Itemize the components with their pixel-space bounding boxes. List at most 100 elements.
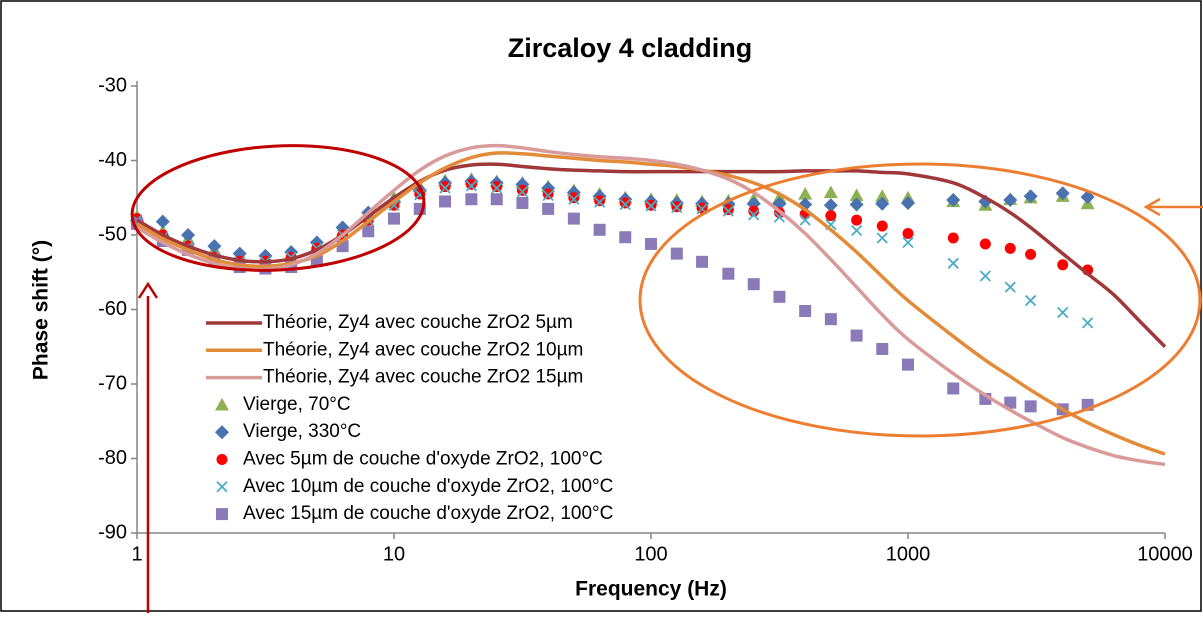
y-tick-label: -50 — [98, 223, 127, 245]
marker — [490, 193, 503, 206]
marker — [1057, 259, 1069, 271]
marker — [439, 195, 452, 208]
marker — [542, 202, 555, 215]
marker — [773, 290, 786, 303]
y-tick-label: -30 — [98, 74, 127, 96]
x-tick-label: 10 — [383, 543, 405, 565]
marker — [849, 188, 864, 202]
marker — [619, 231, 632, 244]
marker — [491, 182, 503, 194]
marker — [850, 224, 863, 237]
marker — [362, 225, 375, 238]
legend-label: Théorie, Zy4 avec couche ZrO2 10µm — [263, 339, 583, 360]
legend-label: Vierge, 70°C — [243, 394, 351, 415]
y-axis-label: Phase shift (°) — [30, 240, 53, 380]
marker — [567, 212, 580, 225]
y-tick-label: -60 — [98, 298, 127, 320]
highlight-ellipse — [130, 144, 426, 272]
marker — [902, 358, 914, 371]
marker — [568, 193, 580, 205]
theory-line — [136, 143, 1166, 467]
marker — [875, 189, 890, 202]
arrowhead — [1143, 197, 1161, 217]
marker — [824, 313, 837, 326]
marker — [1025, 248, 1037, 260]
marker — [568, 192, 580, 204]
marker — [1004, 281, 1016, 293]
marker — [1004, 396, 1017, 409]
marker — [516, 184, 528, 196]
marker — [671, 201, 683, 214]
marker — [155, 214, 170, 229]
marker — [1057, 306, 1069, 319]
legend: Théorie, Zy4 avec couche ZrO2 5µm Théorie… — [206, 312, 613, 524]
marker — [947, 382, 960, 395]
marker — [823, 185, 838, 199]
theory-line — [136, 162, 1167, 348]
y-tick-label: -80 — [98, 447, 127, 469]
highlight-ellipse — [638, 162, 1202, 438]
marker — [1023, 189, 1038, 204]
marker — [439, 182, 451, 194]
legend-label: Vierge, 330°C — [243, 421, 361, 442]
annotations — [130, 144, 1203, 613]
marker — [979, 238, 991, 250]
marker — [979, 270, 992, 282]
marker — [902, 236, 914, 249]
legend-label: Avec 15µm de couche d'oxyde ZrO2, 100°C — [243, 503, 613, 524]
marker — [491, 181, 503, 193]
x-tick-label: 100 — [634, 543, 667, 565]
marker — [439, 181, 451, 193]
marker — [645, 237, 657, 250]
marker — [465, 180, 478, 192]
marker — [946, 192, 961, 207]
marker — [823, 198, 838, 213]
marker — [875, 196, 890, 211]
marker — [850, 329, 863, 342]
marker — [696, 255, 709, 268]
marker — [542, 189, 554, 202]
marker — [947, 257, 959, 269]
legend-label: Théorie, Zy4 avec couche ZrO2 5µm — [263, 312, 573, 333]
marker — [901, 195, 915, 210]
marker — [215, 425, 229, 440]
marker — [876, 220, 888, 232]
marker — [216, 481, 228, 493]
marker — [593, 196, 606, 208]
marker — [849, 197, 864, 212]
marker — [947, 232, 959, 244]
marker — [722, 267, 735, 280]
marker — [594, 195, 606, 207]
y-tick-label: -90 — [98, 521, 127, 543]
marker — [465, 193, 478, 206]
x-axis-label: Frequency (Hz) — [575, 578, 727, 601]
legend-label: Théorie, Zy4 avec couche ZrO2 15µm — [263, 367, 583, 388]
marker — [619, 198, 631, 211]
marker — [748, 209, 760, 221]
legend-label: Avec 10µm de couche d'oxyde ZrO2, 100°C — [243, 476, 613, 497]
marker — [216, 454, 228, 465]
marker — [1024, 294, 1037, 307]
x-tick-label: 10000 — [1137, 543, 1193, 565]
marker — [542, 188, 554, 200]
marker — [876, 342, 889, 355]
marker — [876, 232, 888, 244]
marker — [670, 247, 683, 260]
marker — [825, 210, 837, 222]
x-tick-label: 1 — [131, 543, 142, 565]
marker — [593, 223, 606, 236]
y-tick-label: -70 — [98, 372, 127, 394]
marker — [516, 196, 529, 209]
marker — [748, 205, 760, 217]
marker — [1024, 400, 1037, 413]
marker — [619, 197, 631, 209]
marker — [798, 187, 813, 200]
marker — [799, 304, 812, 317]
marker — [722, 205, 735, 217]
marker — [1004, 242, 1016, 254]
marker — [1003, 192, 1018, 207]
marker — [215, 397, 229, 411]
marker — [465, 178, 477, 190]
